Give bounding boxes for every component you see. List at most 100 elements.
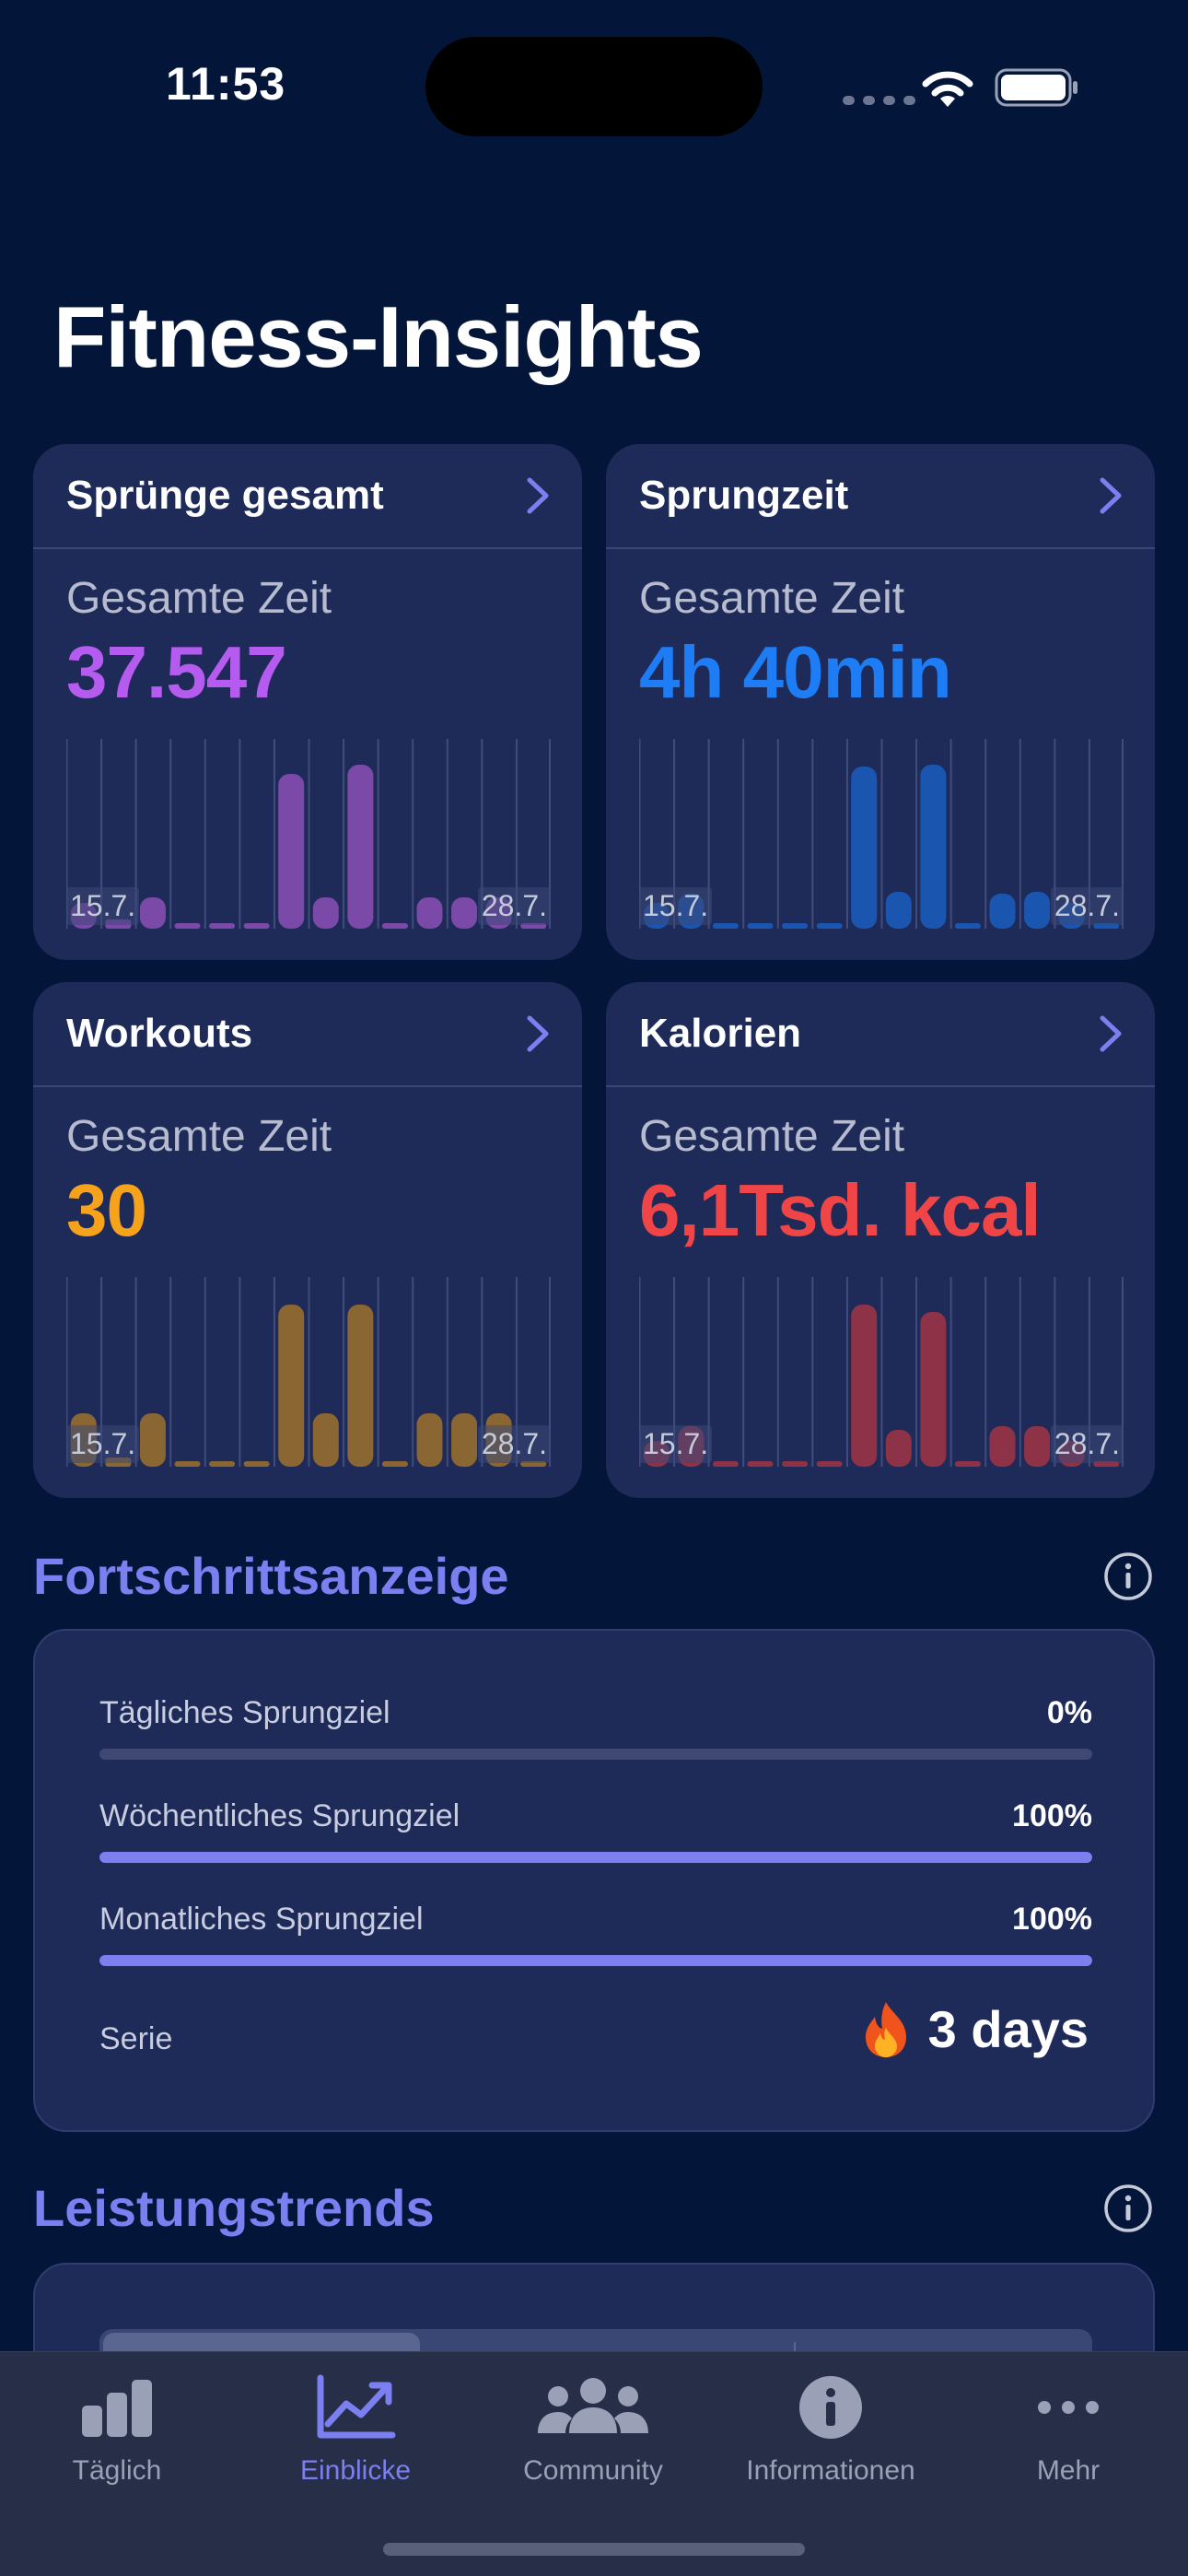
chart-bar [312, 897, 339, 929]
metric-card[interactable]: Sprungzeit Gesamte Zeit 4h 40min 15.7. 2… [606, 444, 1155, 960]
chart-bar [416, 1413, 443, 1467]
progress-info-icon[interactable] [1103, 1551, 1153, 1601]
card-subtitle: Gesamte Zeit [639, 1112, 905, 1161]
status-time: 11:53 [166, 58, 286, 110]
tab-community[interactable]: Community [483, 2372, 704, 2487]
cellular-signal-icon [843, 96, 915, 105]
chart-bar [747, 1461, 774, 1467]
card-value: 30 [66, 1169, 147, 1251]
card-mini-chart: 15.7. 28.7. [639, 1277, 1124, 1467]
chart-bar [209, 923, 236, 929]
metric-card[interactable]: Kalorien Gesamte Zeit 6,1Tsd. kcal 15.7.… [606, 982, 1155, 1498]
chart-bar [174, 923, 201, 929]
chart-bar [1024, 892, 1051, 929]
trends-section-title: Leistungstrends [33, 2179, 435, 2237]
tab-taeglich[interactable]: Täglich [6, 2372, 227, 2487]
tab-bar: Täglich Einblicke Community Informatione… [0, 2351, 1188, 2576]
chart-bar [920, 1312, 947, 1467]
progress-card: Tägliches Sprungziel 0% Wöchentliches Sp… [33, 1629, 1155, 2132]
chart-bar [139, 1413, 166, 1467]
info-icon [799, 2376, 862, 2439]
card-title: Sprungzeit [639, 473, 849, 518]
card-subtitle: Gesamte Zeit [66, 574, 332, 623]
chart-bar [851, 767, 878, 929]
card-subtitle: Gesamte Zeit [639, 574, 905, 623]
chart-bar [885, 1430, 912, 1467]
bar-chart-icon [82, 2380, 152, 2437]
chart-bar [139, 897, 166, 929]
chevron-right-icon [527, 1015, 549, 1052]
chart-bar [451, 897, 478, 929]
streak-value: 3 days [860, 1999, 1089, 2059]
chevron-right-icon [1100, 477, 1122, 514]
tab-label: Informationen [746, 2455, 915, 2486]
chart-bar [174, 1461, 201, 1467]
wifi-icon [922, 71, 973, 107]
tab-label: Mehr [1036, 2455, 1101, 2486]
chart-bar [851, 1305, 878, 1467]
chart-end-label: 28.7. [477, 887, 551, 925]
chart-bar [243, 1461, 270, 1467]
chart-bar [782, 923, 809, 929]
card-header[interactable]: Kalorien [606, 982, 1155, 1087]
chart-bar [782, 1461, 809, 1467]
trends-info-icon[interactable] [1103, 2184, 1153, 2233]
page-title: Fitness-Insights [53, 288, 704, 385]
more-icon [1038, 2401, 1099, 2414]
goal-progress-bar [99, 1955, 1092, 1966]
people-icon [538, 2378, 648, 2433]
goal-percent: 0% [1046, 1695, 1092, 1730]
metric-card[interactable]: Workouts Gesamte Zeit 30 15.7. 28.7. [33, 982, 582, 1498]
chart-end-label: 28.7. [1050, 1425, 1124, 1463]
chart-bar [747, 923, 774, 929]
chart-bar [209, 1461, 236, 1467]
chart-bar [381, 1461, 408, 1467]
tab-einblicke[interactable]: Einblicke [245, 2372, 466, 2487]
chart-bar [312, 1413, 339, 1467]
goal-label: Tägliches Sprungziel [99, 1695, 390, 1730]
trend-chart-icon [317, 2374, 396, 2439]
chart-bar [416, 897, 443, 929]
card-mini-chart: 15.7. 28.7. [66, 739, 551, 929]
card-header[interactable]: Workouts [33, 982, 582, 1087]
chart-bar [278, 1305, 305, 1467]
card-mini-chart: 15.7. 28.7. [639, 739, 1124, 929]
chart-start-label: 15.7. [66, 1425, 140, 1463]
tab-label: Einblicke [299, 2455, 412, 2486]
chart-bar [920, 765, 947, 929]
goal-percent: 100% [1012, 1798, 1092, 1833]
chart-bar [243, 923, 270, 929]
chart-bar [954, 1461, 981, 1467]
tab-label: Täglich [72, 2455, 162, 2486]
card-header[interactable]: Sprungzeit [606, 444, 1155, 549]
card-subtitle: Gesamte Zeit [66, 1112, 332, 1161]
home-indicator [383, 2543, 805, 2556]
chart-bar [278, 774, 305, 929]
chart-bar [816, 1461, 843, 1467]
chart-bar [712, 923, 739, 929]
goal-progress-fill [99, 1955, 1092, 1966]
tab-label: Community [523, 2455, 663, 2486]
card-mini-chart: 15.7. 28.7. [66, 1277, 551, 1467]
chart-end-label: 28.7. [1050, 887, 1124, 925]
card-header[interactable]: Sprünge gesamt [33, 444, 582, 549]
card-title: Workouts [66, 1011, 253, 1056]
streak-value-text: 3 days [927, 2000, 1089, 2058]
flame-icon [865, 2001, 906, 2057]
chart-bar [451, 1413, 478, 1467]
chart-bar [816, 923, 843, 929]
streak-label: Serie [99, 2021, 173, 2056]
metric-card[interactable]: Sprünge gesamt Gesamte Zeit 37.547 15.7.… [33, 444, 582, 960]
chart-start-label: 15.7. [639, 887, 713, 925]
chart-bar [1024, 1426, 1051, 1467]
goal-percent: 100% [1012, 1902, 1092, 1937]
card-title: Kalorien [639, 1011, 802, 1056]
goal-label: Monatliches Sprungziel [99, 1902, 424, 1937]
tab-mehr[interactable]: Mehr [958, 2372, 1179, 2487]
chart-bar [989, 894, 1016, 929]
goal-progress-bar [99, 1749, 1092, 1760]
goal-progress-bar [99, 1852, 1092, 1863]
chart-start-label: 15.7. [66, 887, 140, 925]
chevron-right-icon [1100, 1015, 1122, 1052]
tab-informationen[interactable]: Informationen [720, 2372, 941, 2487]
